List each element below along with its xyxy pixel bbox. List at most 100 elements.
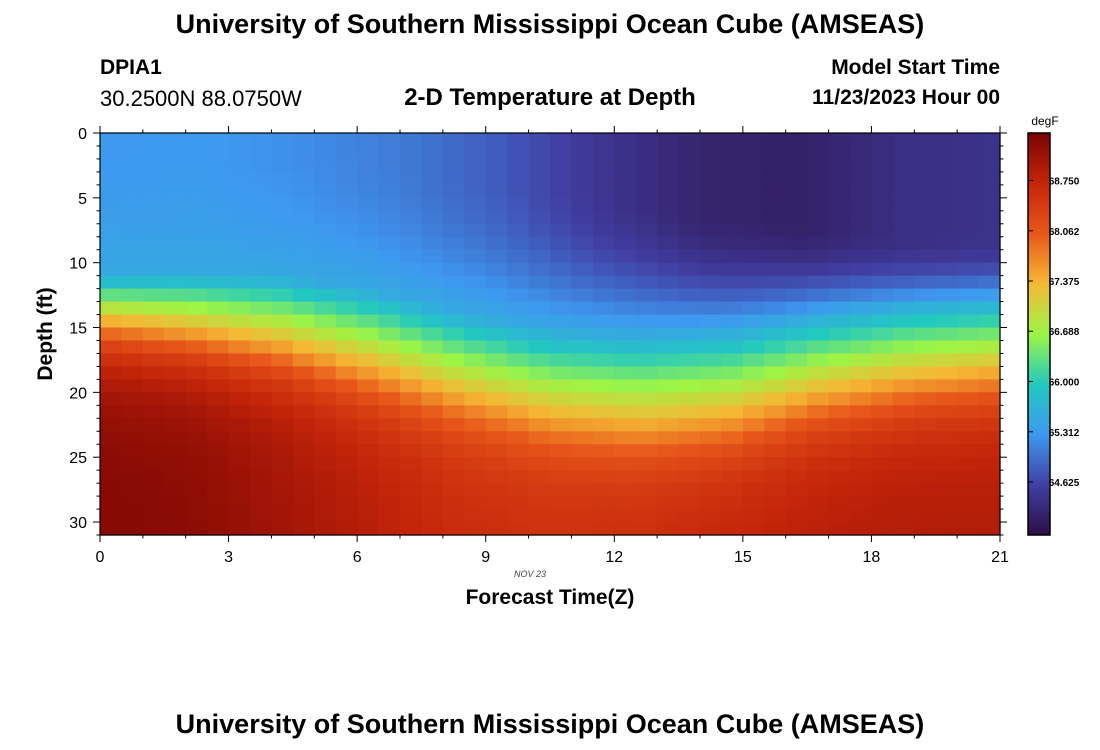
heatmap-cell bbox=[207, 184, 230, 199]
heatmap-cell bbox=[485, 327, 508, 342]
heatmap-cell bbox=[250, 236, 273, 251]
heatmap-cell bbox=[207, 392, 230, 406]
heatmap-cell bbox=[528, 509, 551, 523]
heatmap-cell bbox=[742, 366, 765, 380]
heatmap-cell bbox=[700, 392, 723, 406]
heatmap-cell bbox=[464, 405, 487, 419]
heatmap-cell bbox=[807, 405, 830, 419]
heatmap-cell bbox=[700, 405, 723, 419]
heatmap-cell bbox=[892, 405, 915, 419]
heatmap-cell bbox=[378, 405, 401, 419]
x-tick-label: 12 bbox=[605, 549, 623, 566]
heatmap-cell bbox=[121, 431, 144, 445]
heatmap-cell bbox=[164, 236, 187, 251]
heatmap-cell bbox=[935, 327, 958, 342]
heatmap-cell bbox=[785, 496, 808, 510]
heatmap-cell bbox=[914, 496, 937, 510]
heatmap-cell bbox=[442, 275, 465, 290]
heatmap-cell bbox=[892, 496, 915, 510]
heatmap-cell bbox=[764, 496, 787, 510]
heatmap-cell bbox=[807, 262, 830, 277]
heatmap-cell bbox=[228, 431, 251, 445]
axis-ticks: 0 3 6 9 12 15 18 21 0 5 10 15 20 25 30 bbox=[69, 126, 1009, 566]
heatmap-cell bbox=[271, 145, 294, 160]
heatmap-cell bbox=[635, 171, 658, 186]
heatmap-cell bbox=[935, 496, 958, 510]
heatmap-cell bbox=[228, 301, 251, 316]
heatmap-cell bbox=[742, 288, 765, 303]
heatmap-cell bbox=[142, 340, 165, 355]
heatmap-cell bbox=[357, 392, 380, 406]
heatmap-cell bbox=[464, 392, 487, 406]
heatmap-cell bbox=[400, 288, 423, 303]
heatmap-cell bbox=[185, 366, 208, 380]
heatmap-cell bbox=[700, 431, 723, 445]
heatmap-cell bbox=[828, 405, 851, 419]
heatmap-cell bbox=[785, 418, 808, 432]
heatmap-cell bbox=[400, 184, 423, 199]
heatmap-cell bbox=[485, 470, 508, 484]
heatmap-cell bbox=[335, 145, 358, 160]
heatmap-cell bbox=[378, 184, 401, 199]
heatmap-cell bbox=[185, 470, 208, 484]
heatmap-cell bbox=[657, 197, 680, 212]
heatmap-cell bbox=[614, 145, 637, 160]
heatmap-cell bbox=[121, 275, 144, 290]
heatmap-cell bbox=[400, 405, 423, 419]
heatmap-cell bbox=[914, 288, 937, 303]
heatmap-cell bbox=[807, 288, 830, 303]
heatmap-cell bbox=[421, 470, 444, 484]
heatmap-cell bbox=[850, 496, 873, 510]
heatmap-cell bbox=[142, 353, 165, 368]
heatmap-cell bbox=[914, 158, 937, 173]
heatmap-cell bbox=[614, 262, 637, 277]
heatmap-cell bbox=[742, 236, 765, 251]
heatmap-cell bbox=[335, 197, 358, 212]
heatmap-cell bbox=[421, 133, 444, 147]
heatmap-cell bbox=[464, 133, 487, 147]
heatmap-cell bbox=[528, 522, 551, 536]
heatmap-cell bbox=[464, 275, 487, 290]
heatmap-cell bbox=[978, 366, 1001, 380]
heatmap-cell bbox=[828, 509, 851, 523]
heatmap-cell bbox=[635, 133, 658, 147]
heatmap-cell bbox=[678, 171, 701, 186]
heatmap-cell bbox=[764, 340, 787, 355]
heatmap-cell bbox=[185, 301, 208, 316]
heatmap-cell bbox=[785, 379, 808, 393]
heatmap-cell bbox=[592, 405, 615, 419]
heatmap-cell bbox=[785, 288, 808, 303]
heatmap-cell bbox=[571, 171, 594, 186]
heatmap-cell bbox=[528, 158, 551, 173]
heatmap-cell bbox=[314, 379, 337, 393]
heatmap-cell bbox=[271, 483, 294, 497]
heatmap-cell bbox=[142, 288, 165, 303]
heatmap-cell bbox=[271, 275, 294, 290]
heatmap-cell bbox=[871, 158, 894, 173]
heatmap-cell bbox=[164, 340, 187, 355]
heatmap-cell bbox=[892, 483, 915, 497]
heatmap-cell bbox=[271, 418, 294, 432]
heatmap-cell bbox=[121, 236, 144, 251]
heatmap-cell bbox=[400, 366, 423, 380]
heatmap-cell bbox=[100, 418, 123, 432]
heatmap-cell bbox=[957, 275, 980, 290]
heatmap-cell bbox=[207, 288, 230, 303]
heatmap-cell bbox=[678, 431, 701, 445]
heatmap-cell bbox=[850, 522, 873, 536]
heatmap-cell bbox=[721, 275, 744, 290]
x-tick-label: 3 bbox=[224, 549, 233, 566]
heatmap-cell bbox=[742, 353, 765, 368]
heatmap-cell bbox=[892, 314, 915, 329]
heatmap-cell bbox=[228, 314, 251, 329]
heatmap-cell bbox=[378, 158, 401, 173]
heatmap-cell bbox=[828, 522, 851, 536]
heatmap-cell bbox=[828, 470, 851, 484]
heatmap-cell bbox=[292, 509, 315, 523]
heatmap-cell bbox=[850, 301, 873, 316]
station-coordinates: 30.2500N 88.0750W bbox=[100, 86, 302, 111]
heatmap-cell bbox=[207, 236, 230, 251]
heatmap-cell bbox=[421, 509, 444, 523]
heatmap-cell bbox=[421, 314, 444, 329]
heatmap-cell bbox=[100, 301, 123, 316]
